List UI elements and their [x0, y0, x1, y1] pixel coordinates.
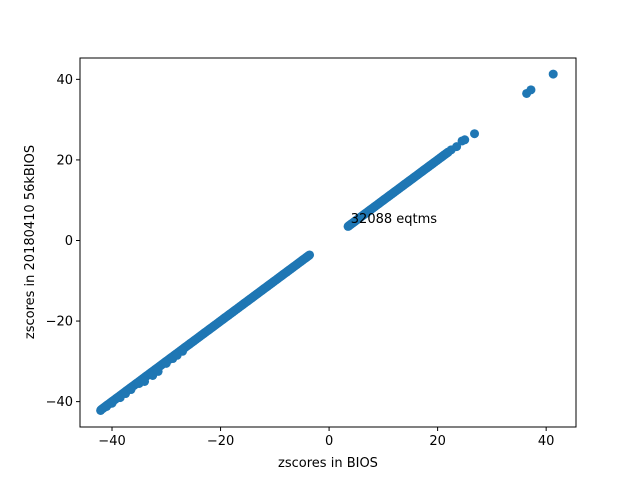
data-point	[140, 376, 150, 386]
plot-frame	[79, 57, 577, 428]
y-tick-label: 0	[65, 234, 73, 249]
data-point	[153, 366, 163, 376]
data-point	[178, 346, 188, 356]
data-point	[107, 398, 117, 408]
y-tick-label: 40	[56, 73, 73, 88]
points-layer	[96, 69, 558, 415]
x-axis-label: zscores in BIOS	[278, 456, 378, 471]
data-point	[161, 358, 171, 368]
x-tick-label: 20	[429, 434, 446, 449]
data-point	[452, 142, 462, 152]
data-point	[548, 69, 558, 79]
data-point	[470, 129, 480, 139]
x-tick-label: −20	[207, 434, 234, 449]
data-point	[305, 250, 315, 260]
y-tick-label: −20	[46, 315, 73, 330]
y-axis-ticks: −40 −20 0 20 40	[46, 73, 80, 410]
annotation-label: 32088 eqtms	[351, 212, 437, 227]
x-tick-label: −40	[98, 434, 125, 449]
x-tick-label: 40	[538, 434, 555, 449]
data-point	[526, 85, 536, 95]
x-tick-label: 0	[325, 434, 333, 449]
x-axis-ticks: −40 −20 0 20 40	[98, 427, 554, 449]
y-tick-label: −40	[46, 395, 73, 410]
data-point	[126, 385, 136, 395]
data-point	[460, 135, 470, 145]
y-tick-label: 20	[56, 153, 73, 168]
y-axis-label: zscores in 20180410 56kBIOS	[23, 145, 38, 339]
